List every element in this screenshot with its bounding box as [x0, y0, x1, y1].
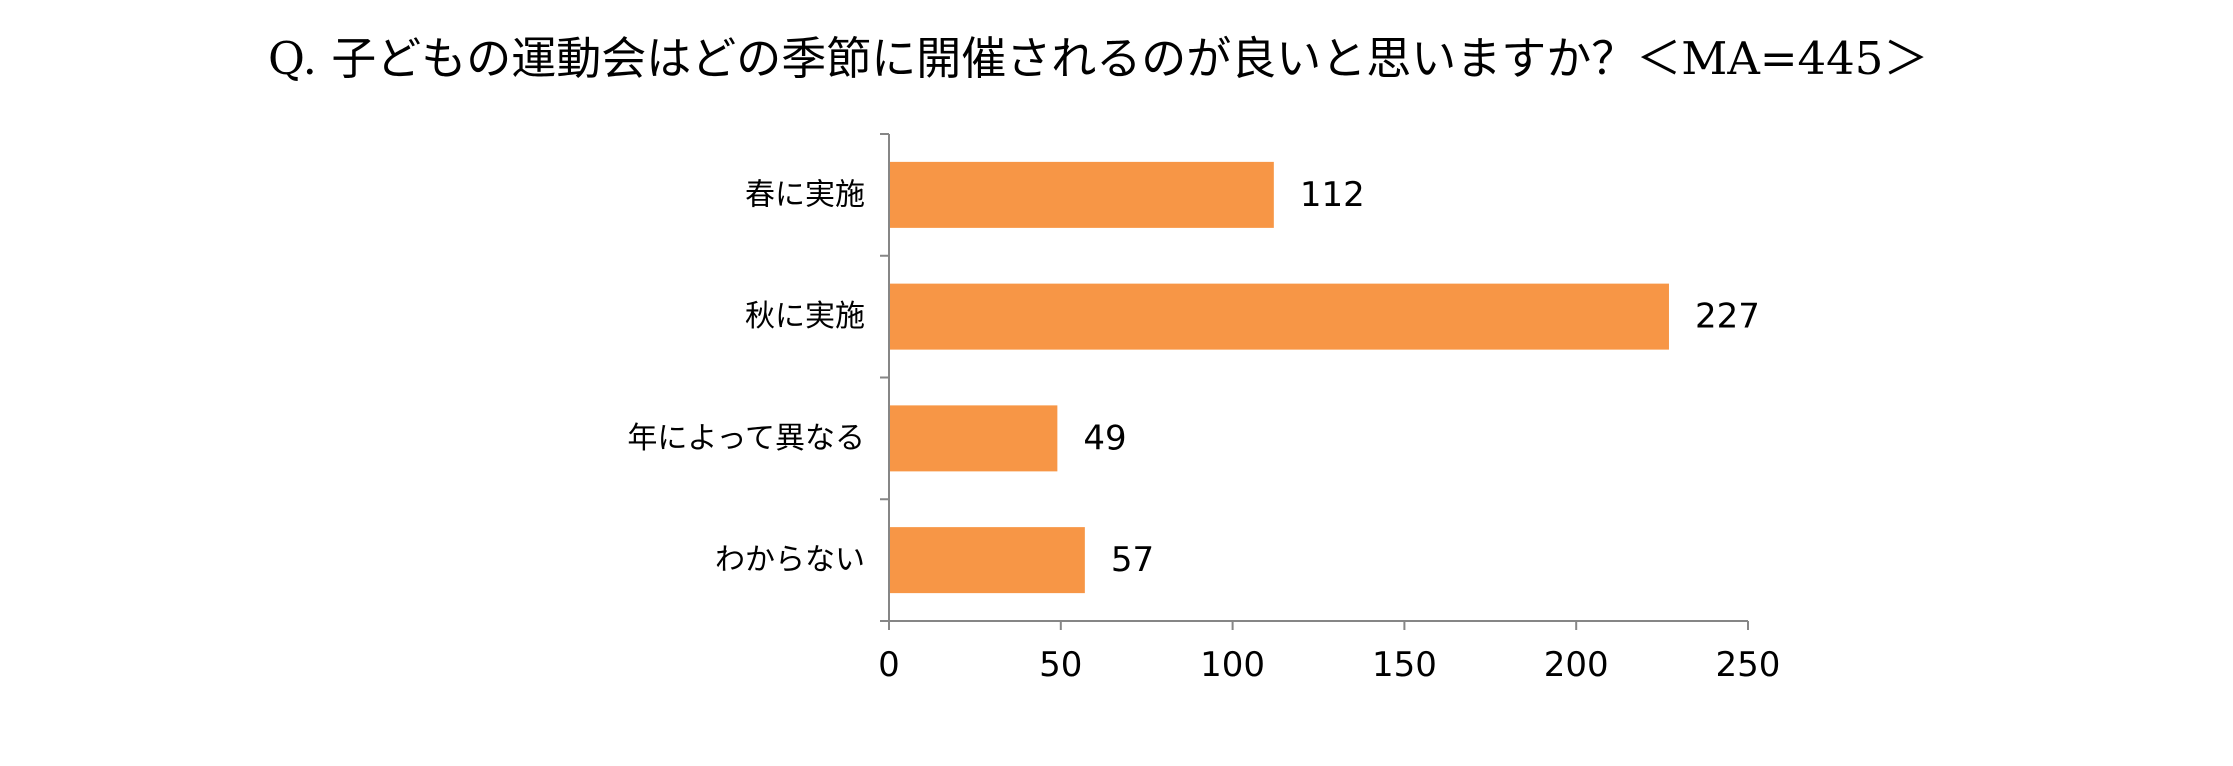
category-label-3: わからない — [715, 543, 865, 578]
category-label-0: 春に実施 — [745, 177, 865, 212]
axis-layer — [880, 133, 1749, 630]
bar-0 — [889, 161, 1274, 228]
x-tick-label-2: 100 — [1200, 645, 1265, 685]
bars-layer — [889, 161, 1669, 594]
data-label-1: 227 — [1695, 297, 1760, 337]
data-label-0: 112 — [1300, 175, 1365, 215]
x-tick-label-1: 50 — [1039, 645, 1082, 685]
category-label-1: 秋に実施 — [745, 299, 865, 334]
bar-1 — [889, 283, 1669, 350]
data-label-3: 57 — [1111, 540, 1154, 580]
x-tick-label-3: 150 — [1372, 645, 1437, 685]
bar-3 — [889, 527, 1085, 594]
x-tick-label-4: 200 — [1544, 645, 1609, 685]
data-label-2: 49 — [1083, 418, 1126, 458]
bar-2 — [889, 405, 1058, 472]
x-tick-label-5: 250 — [1716, 645, 1781, 685]
category-label-2: 年によって異なる — [627, 421, 865, 456]
labels-layer: 春に実施 112 秋に実施 227 年によって異なる 49 わからない 57 0 50 100 150… — [627, 175, 1780, 685]
x-tick-label-0: 0 — [878, 645, 900, 685]
chart-title: Q. 子どもの運動会はどの季節に開催されるのが良いと思いますか？＜MA=445＞ — [268, 32, 1929, 85]
